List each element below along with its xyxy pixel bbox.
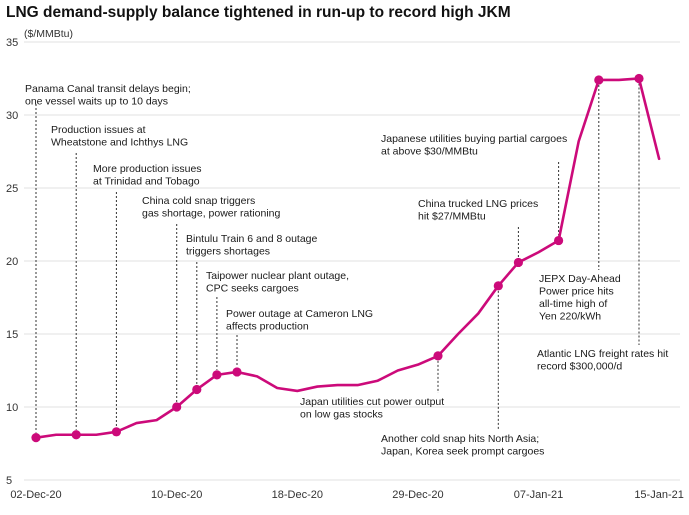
x-tick-label: 02-Dec-20 xyxy=(10,489,61,501)
annotation: Power outage at Cameron LNG affects produ… xyxy=(226,308,373,333)
y-tick-label: 30 xyxy=(6,110,18,122)
y-tick-label: 20 xyxy=(6,256,18,268)
annotation: China cold snap triggers gas shortage, po… xyxy=(142,195,280,220)
y-tick-label: 10 xyxy=(6,402,18,414)
data-point xyxy=(554,235,564,246)
annotation: Japan utilities cut power output on low g… xyxy=(300,396,444,421)
annotation: Another cold snap hits North Asia; Japan,… xyxy=(381,433,544,458)
data-point xyxy=(71,430,81,440)
y-tick-label: 35 xyxy=(6,37,18,49)
data-point xyxy=(493,281,503,291)
data-point xyxy=(232,367,242,377)
x-tick-label: 29-Dec-20 xyxy=(392,489,443,501)
x-tick-label: 07-Jan-21 xyxy=(514,489,564,501)
annotation: More production issues at Trinidad and To… xyxy=(93,163,202,188)
data-point xyxy=(111,427,121,437)
data-point xyxy=(212,370,222,380)
chart-title: LNG demand-supply balance tightened in r… xyxy=(6,4,511,21)
data-point xyxy=(594,75,604,85)
data-point xyxy=(31,433,41,443)
y-tick-label: 5 xyxy=(6,475,12,487)
y-tick-label: 25 xyxy=(6,183,18,195)
x-tick-label: 10-Dec-20 xyxy=(151,489,202,501)
x-tick-label: 15-Jan-21 xyxy=(634,489,684,501)
data-point xyxy=(433,351,443,361)
data-point xyxy=(192,384,202,395)
data-point xyxy=(513,257,524,268)
annotation: China trucked LNG prices hit $27/MMBtu xyxy=(418,198,538,223)
y-tick-label: 15 xyxy=(6,329,18,341)
y-axis-label: ($/MMBtu) xyxy=(24,28,73,40)
data-point xyxy=(634,73,644,84)
annotation: JEPX Day-Ahead Power price hits all-time h… xyxy=(539,273,621,323)
x-tick-label: 18-Dec-20 xyxy=(272,489,323,501)
data-point xyxy=(172,402,182,412)
annotation: Bintulu Train 6 and 8 outage triggers sho… xyxy=(186,233,318,258)
annotation: Japanese utilities buying partial cargoe… xyxy=(381,133,567,158)
annotation: Taipower nuclear plant outage, CPC seeks … xyxy=(206,270,349,295)
annotation: Production issues at Wheatstone and Ichth… xyxy=(51,124,188,149)
annotation: Panama Canal transit delays begin; one ve… xyxy=(25,83,191,108)
annotation: Atlantic LNG freight rates hit record $30… xyxy=(537,348,668,373)
